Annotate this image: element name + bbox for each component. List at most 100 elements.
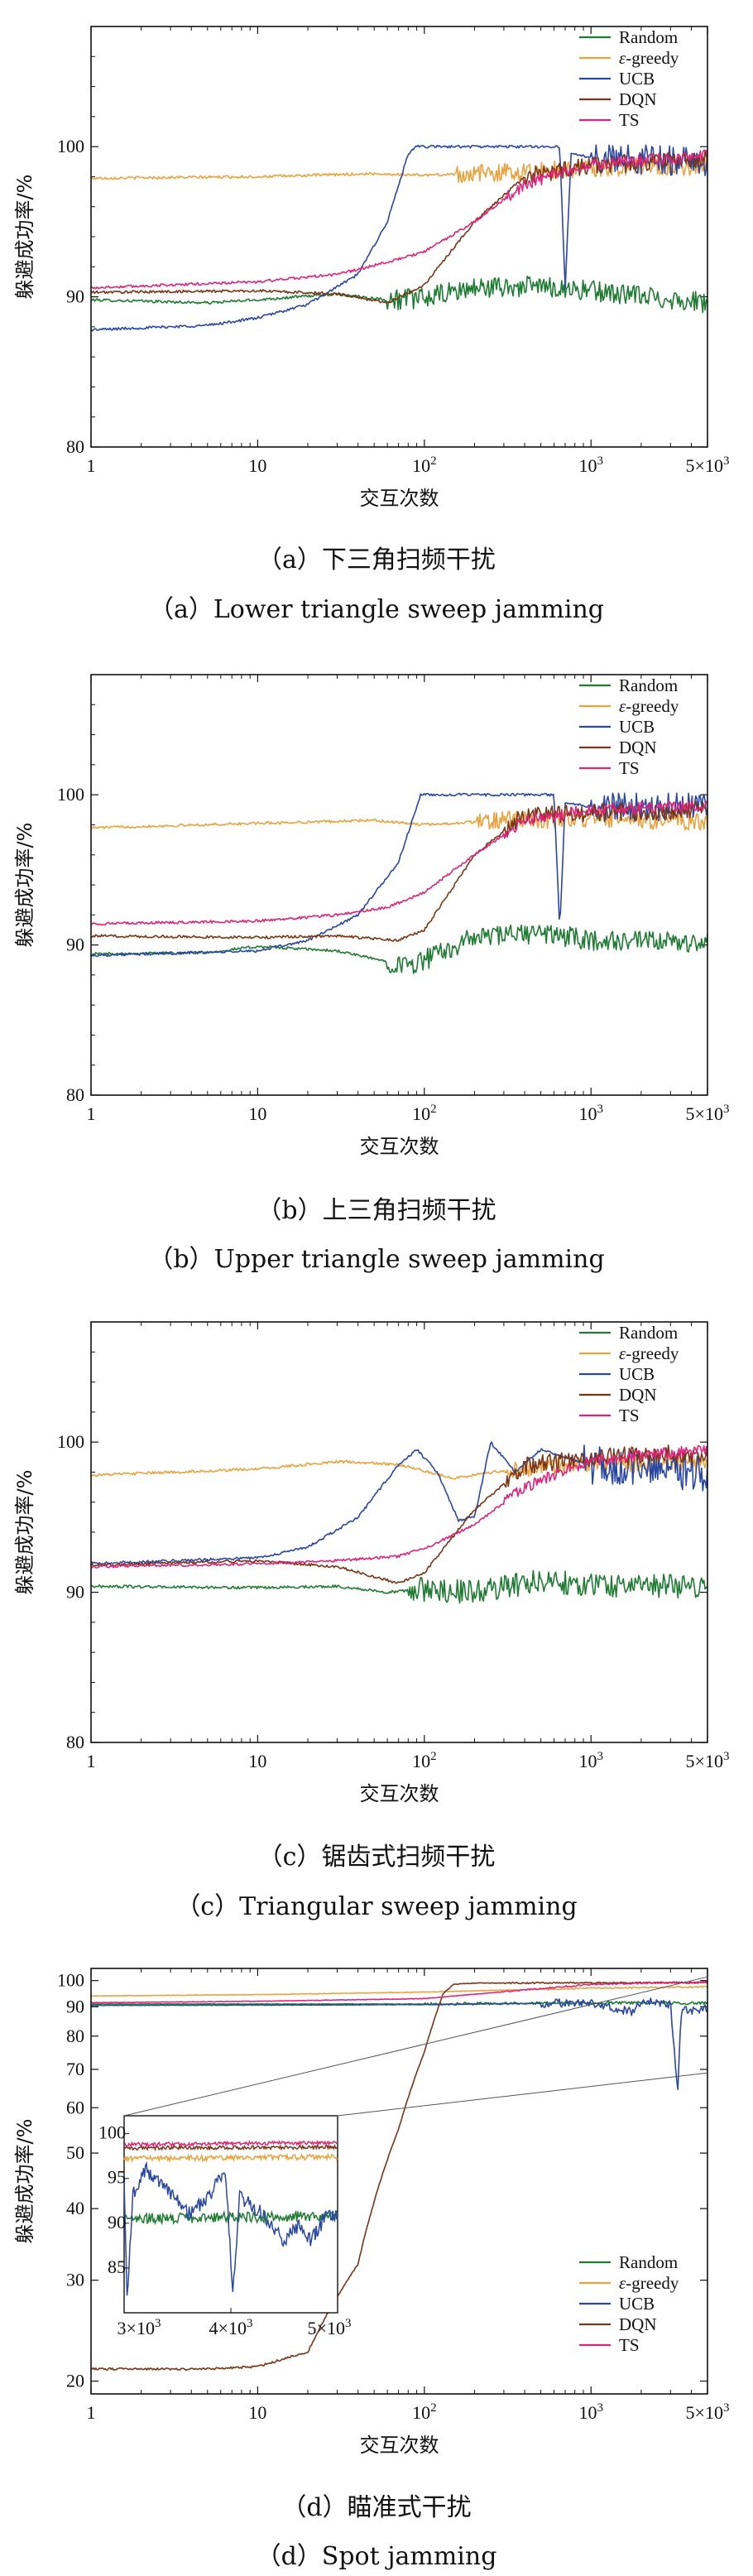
y-tick-label: 80	[66, 436, 84, 457]
x-tick-label: 103	[578, 1750, 603, 1771]
y-tick-label: 20	[66, 2371, 84, 2391]
legend-label-e-greedy: ε-greedy	[619, 2273, 679, 2293]
legend-label-dqn: DQN	[619, 2314, 657, 2334]
x-tick-label: 1	[87, 455, 96, 476]
y-tick-label: 80	[66, 2026, 84, 2046]
series-line-dqn	[90, 1981, 707, 2371]
series-line-dqn	[90, 800, 708, 942]
x-axis-label: 交互次数	[360, 487, 439, 510]
y-tick-label: 80	[66, 1084, 84, 1105]
y-tick-label: 90	[66, 286, 84, 307]
inset-series-line-dqn	[123, 2144, 338, 2152]
chart-panel-1: 1 10 102 103 5×103 80 90 100 Randomε-greedyUCBDQ…	[13, 26, 729, 624]
caption-chinese: （b）上三角扫频干扰	[257, 1196, 496, 1225]
series-line-random	[90, 1569, 708, 1604]
chart-panel-2: 1 10 102 103 5×103 80 90 100 Randomε-greedyUCBDQ…	[13, 674, 730, 1274]
y-tick-label: 100	[57, 784, 84, 805]
caption-english: （a）Lower triangle sweep jamming	[149, 595, 604, 624]
y-tick-label: 60	[66, 2097, 84, 2117]
series-line-e-greedy	[90, 156, 708, 184]
legend-label-ts: TS	[619, 2335, 640, 2355]
legend-label-e-greedy: ε-greedy	[619, 1343, 679, 1363]
legend-label-dqn: DQN	[619, 738, 657, 757]
x-axis-label: 交互次数	[360, 1782, 439, 1805]
inset-x-tick-label: 4×103	[209, 2317, 253, 2338]
x-tick-label: 103	[578, 1103, 603, 1124]
x-tick-label: 102	[412, 454, 437, 476]
series-line-ts	[90, 149, 708, 290]
series-line-e-greedy	[91, 1985, 708, 1997]
y-tick-label: 40	[66, 2198, 84, 2218]
y-tick-label: 90	[66, 1582, 84, 1603]
x-tick-label: 103	[578, 454, 603, 476]
series-line-random	[90, 275, 708, 314]
y-tick-label: 70	[66, 2059, 84, 2079]
inset-x-tick-label: 5×103	[308, 2317, 352, 2338]
series-line-e-greedy	[90, 1454, 708, 1480]
plot-frame	[90, 1321, 708, 1743]
series-line-dqn	[90, 149, 708, 304]
x-tick-label: 102	[412, 1750, 437, 1771]
series-line-ucb	[90, 792, 708, 958]
series-line-ts	[90, 1981, 708, 2004]
inset-series-line-ucb	[123, 2160, 338, 2296]
inset-y-tick-label: 95	[108, 2167, 126, 2188]
inset-series-line-random	[123, 2209, 338, 2226]
series-line-ucb	[90, 144, 708, 332]
y-tick-label: 90	[66, 935, 84, 955]
legend-label-ucb: UCB	[619, 717, 655, 737]
y-tick-label: 100	[57, 136, 84, 156]
x-tick-label: 103	[578, 2401, 603, 2423]
legend-label-ucb: UCB	[619, 69, 655, 89]
y-tick-label: 100	[57, 1970, 84, 1991]
x-tick-label: 102	[412, 2401, 437, 2423]
x-tick-label: 1	[87, 1103, 96, 1124]
inset-series-line-ts	[123, 2140, 338, 2148]
legend-label-random: Random	[619, 675, 678, 695]
inset-connector	[123, 1976, 708, 2117]
legend-label-dqn: DQN	[619, 1385, 657, 1405]
legend-label-ucb: UCB	[619, 2294, 655, 2314]
series-line-ucb	[90, 1997, 708, 2091]
legend-label-ts: TS	[619, 758, 640, 778]
plot-frame	[90, 674, 708, 1096]
legend-label-random: Random	[619, 1323, 678, 1343]
y-axis-label: 躲避成功率/%	[13, 823, 36, 948]
legend-label-random: Random	[619, 27, 678, 47]
y-axis-label: 躲避成功率/%	[13, 175, 36, 300]
caption-chinese: （d）瞄准式干扰	[281, 2493, 471, 2522]
x-tick-label: 10	[248, 2402, 266, 2423]
plot-frame	[90, 26, 708, 448]
x-tick-label: 5×103	[686, 454, 730, 476]
series-line-random	[90, 924, 708, 974]
series-line-ts	[90, 1444, 708, 1569]
inset-y-tick-label: 100	[98, 2122, 126, 2143]
inset-plot: 85 90 95 100 3×103 4×103 5×103	[98, 1976, 708, 2338]
x-tick-label: 5×103	[686, 1750, 730, 1771]
x-tick-label: 102	[412, 1103, 437, 1124]
legend-label-e-greedy: ε-greedy	[619, 696, 679, 716]
inset-x-tick-label: 3×103	[118, 2317, 161, 2338]
series-line-ts	[90, 800, 708, 926]
x-tick-label: 1	[87, 2402, 96, 2423]
series-line-ucb	[90, 1441, 708, 1565]
inset-connector	[337, 2072, 708, 2117]
x-tick-label: 5×103	[686, 2401, 730, 2423]
chart-panel-3: 1 10 102 103 5×103 80 90 100 Randomε-greedyUCBDQ…	[13, 1321, 730, 1921]
y-tick-label: 30	[66, 2270, 84, 2290]
caption-english: （c）Triangular sweep jamming	[175, 1892, 577, 1921]
caption-english: （b）Upper triangle sweep jamming	[148, 1245, 604, 1274]
legend-label-dqn: DQN	[619, 89, 657, 109]
y-tick-label: 90	[66, 1996, 84, 2016]
inset-y-tick-label: 90	[108, 2212, 126, 2232]
plot-frame	[90, 1968, 708, 2395]
x-axis-label: 交互次数	[360, 2434, 439, 2457]
caption-english: （d）Spot jamming	[257, 2542, 497, 2571]
caption-chinese: （c）锯齿式扫频干扰	[258, 1843, 496, 1872]
x-tick-label: 5×103	[686, 1103, 730, 1124]
y-tick-label: 50	[66, 2142, 84, 2163]
legend-label-random: Random	[619, 2252, 678, 2272]
x-tick-label: 10	[248, 1751, 266, 1771]
caption-chinese: （a）下三角扫频干扰	[257, 545, 496, 574]
